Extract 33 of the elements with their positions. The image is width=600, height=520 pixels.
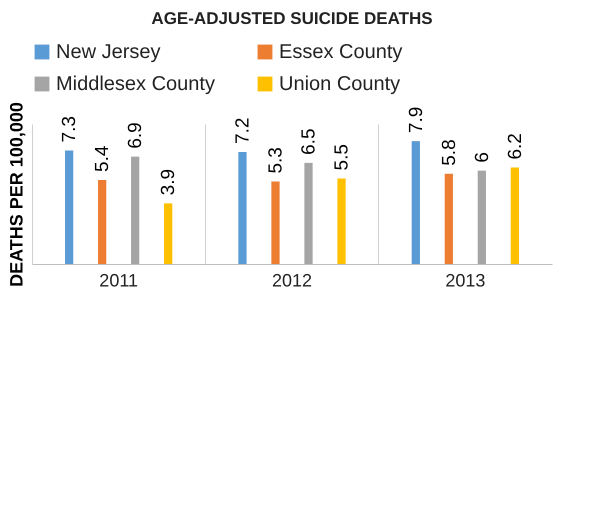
legend-label: New Jersey xyxy=(56,41,160,63)
x-tick-label: 2013 xyxy=(445,270,486,290)
data-label: 6.5 xyxy=(298,128,320,155)
legend-label: Middlesex County xyxy=(56,73,215,95)
data-label: 5.4 xyxy=(92,145,114,172)
data-label: 7.2 xyxy=(232,118,254,144)
data-label: 6.2 xyxy=(504,133,526,160)
data-label: 6.9 xyxy=(125,122,146,149)
data-label: 7.3 xyxy=(59,116,80,142)
bar xyxy=(271,182,280,264)
bar xyxy=(164,203,172,264)
bar xyxy=(238,152,247,264)
data-label: 5.3 xyxy=(265,147,286,174)
bar xyxy=(444,174,453,264)
bar xyxy=(131,156,140,264)
data-label: 7.9 xyxy=(406,106,427,134)
y-axis-title: DEATHS PER 100,000 xyxy=(6,102,26,287)
data-label: 5.8 xyxy=(438,139,460,166)
bar xyxy=(304,162,313,264)
data-label: 6 xyxy=(472,152,493,163)
chart-title: AGE-ADJUSTED SUICIDE DEATHS xyxy=(151,9,433,28)
bar xyxy=(412,141,420,264)
bar xyxy=(337,178,346,264)
data-label: 5.5 xyxy=(332,144,353,170)
bar xyxy=(65,150,74,264)
bar xyxy=(98,180,106,264)
bar xyxy=(478,170,486,264)
data-label: 3.9 xyxy=(158,168,180,196)
bar xyxy=(510,168,519,264)
legend-label: Union County xyxy=(279,73,400,95)
x-tick-label: 2011 xyxy=(99,270,138,290)
legend-label: Essex County xyxy=(279,41,402,63)
x-tick-label: 2012 xyxy=(272,270,312,290)
